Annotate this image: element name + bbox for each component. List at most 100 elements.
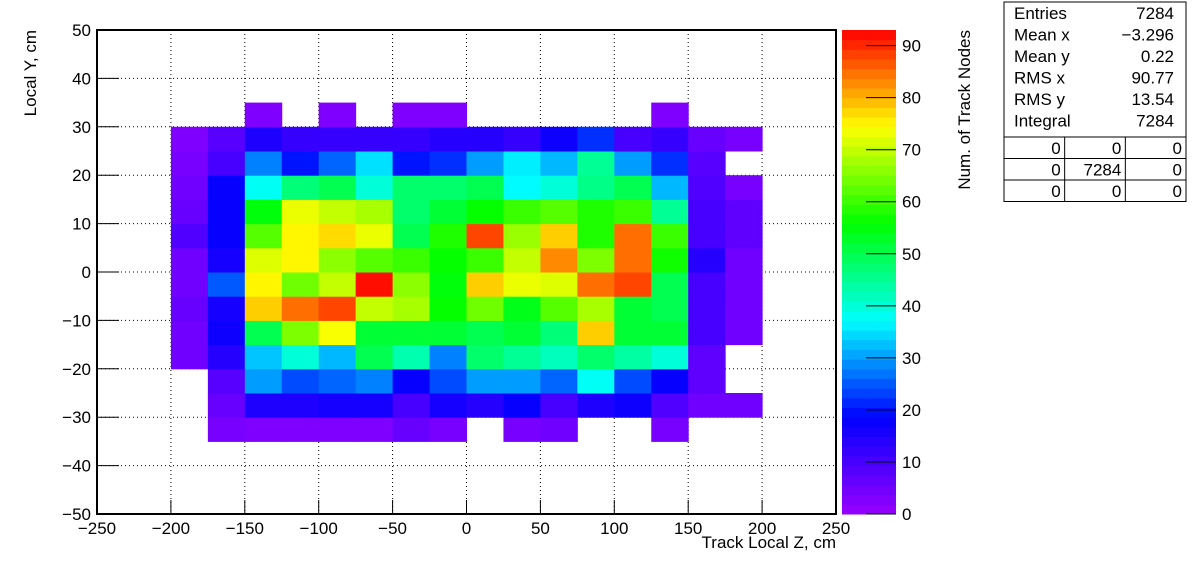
cell bbox=[503, 223, 541, 249]
cell bbox=[392, 393, 431, 418]
cell bbox=[281, 272, 320, 297]
stats-value: 7284 bbox=[1136, 111, 1174, 130]
stats-label: RMS y bbox=[1014, 90, 1066, 109]
colorbar-step bbox=[842, 49, 896, 60]
stats-cell: 0 bbox=[1051, 160, 1060, 179]
cell bbox=[688, 175, 726, 200]
cell bbox=[207, 175, 246, 200]
colorbar-step bbox=[842, 233, 896, 244]
colorbar-step bbox=[842, 417, 896, 428]
colorbar-step bbox=[842, 397, 896, 409]
cell bbox=[281, 223, 320, 249]
cell bbox=[429, 175, 467, 200]
cell bbox=[392, 199, 431, 225]
colorbar-step bbox=[842, 117, 896, 128]
cell bbox=[503, 417, 541, 442]
stats-cell: 0 bbox=[1112, 182, 1121, 201]
cell bbox=[503, 320, 541, 346]
stats-value: 13.54 bbox=[1131, 90, 1174, 109]
cell bbox=[281, 393, 320, 418]
cell bbox=[651, 320, 689, 346]
cell bbox=[392, 344, 431, 370]
y-tick-label: 50 bbox=[72, 21, 91, 40]
cell bbox=[318, 368, 357, 394]
stats-label: Mean y bbox=[1014, 47, 1070, 66]
stats-cell: 0 bbox=[1051, 182, 1060, 201]
colorbar-tick-label: 0 bbox=[902, 505, 911, 524]
cell bbox=[429, 247, 467, 273]
cell bbox=[725, 175, 763, 200]
x-tick-label: −50 bbox=[378, 519, 407, 538]
y-tick-label: 40 bbox=[72, 69, 91, 88]
cell bbox=[651, 344, 689, 370]
cell bbox=[244, 175, 283, 200]
cell bbox=[651, 126, 689, 152]
cell bbox=[577, 126, 615, 152]
colorbar-tick-label: 40 bbox=[902, 297, 921, 316]
colorbar-step bbox=[842, 39, 896, 50]
cell bbox=[540, 417, 578, 442]
cell bbox=[651, 102, 689, 128]
cell bbox=[466, 199, 504, 225]
cell bbox=[651, 296, 689, 321]
cell bbox=[318, 151, 357, 176]
cell bbox=[540, 223, 578, 249]
cell bbox=[392, 151, 431, 176]
cell bbox=[614, 247, 652, 273]
cell bbox=[244, 417, 283, 442]
cell bbox=[207, 417, 246, 442]
cell bbox=[651, 272, 689, 297]
cell bbox=[207, 272, 246, 297]
cell bbox=[318, 126, 357, 152]
colorbar-step bbox=[842, 504, 896, 515]
cell bbox=[651, 417, 689, 442]
cell bbox=[244, 223, 283, 249]
cell bbox=[392, 102, 431, 128]
cell bbox=[540, 344, 578, 370]
cell bbox=[244, 320, 283, 346]
cell bbox=[614, 320, 652, 346]
colorbar-tick-label: 70 bbox=[902, 141, 921, 160]
colorbar-step bbox=[842, 436, 896, 447]
colorbar-step bbox=[842, 165, 896, 176]
cell bbox=[429, 393, 467, 418]
cell bbox=[429, 102, 467, 128]
colorbar-step bbox=[842, 262, 896, 273]
colorbar-step bbox=[842, 136, 896, 147]
stats-value: 0.22 bbox=[1141, 47, 1174, 66]
y-tick-label: 0 bbox=[82, 263, 91, 282]
cell bbox=[281, 247, 320, 273]
colorbar-step bbox=[842, 204, 896, 215]
cell bbox=[688, 126, 726, 152]
cell bbox=[540, 368, 578, 394]
colorbar-step bbox=[842, 30, 896, 41]
cell bbox=[503, 344, 541, 370]
colorbar-step bbox=[842, 388, 896, 399]
cell bbox=[392, 296, 431, 321]
colorbar-step bbox=[842, 349, 896, 360]
colorbar-step bbox=[842, 465, 896, 476]
cell bbox=[540, 151, 578, 176]
stats-label: Entries bbox=[1014, 4, 1067, 23]
colorbar-step bbox=[842, 281, 896, 292]
cell bbox=[688, 296, 726, 321]
cell bbox=[577, 393, 615, 418]
cell bbox=[614, 393, 652, 418]
cell bbox=[244, 199, 283, 225]
colorbar-step bbox=[842, 291, 896, 302]
colorbar-step bbox=[842, 97, 896, 108]
cell bbox=[577, 272, 615, 297]
colorbar-tick-label: 80 bbox=[902, 89, 921, 108]
y-tick-label: 20 bbox=[72, 166, 91, 185]
y-tick-label: −40 bbox=[62, 457, 91, 476]
colorbar-step bbox=[842, 59, 896, 70]
colorbar-title: Num. of Track Nodes bbox=[955, 30, 974, 190]
cell bbox=[725, 223, 763, 249]
cell bbox=[688, 344, 726, 370]
cell bbox=[577, 344, 615, 370]
stats-cell: 0 bbox=[1173, 160, 1182, 179]
colorbar-tick-label: 20 bbox=[902, 401, 921, 420]
cell bbox=[614, 175, 652, 200]
x-tick-label: −150 bbox=[226, 519, 264, 538]
